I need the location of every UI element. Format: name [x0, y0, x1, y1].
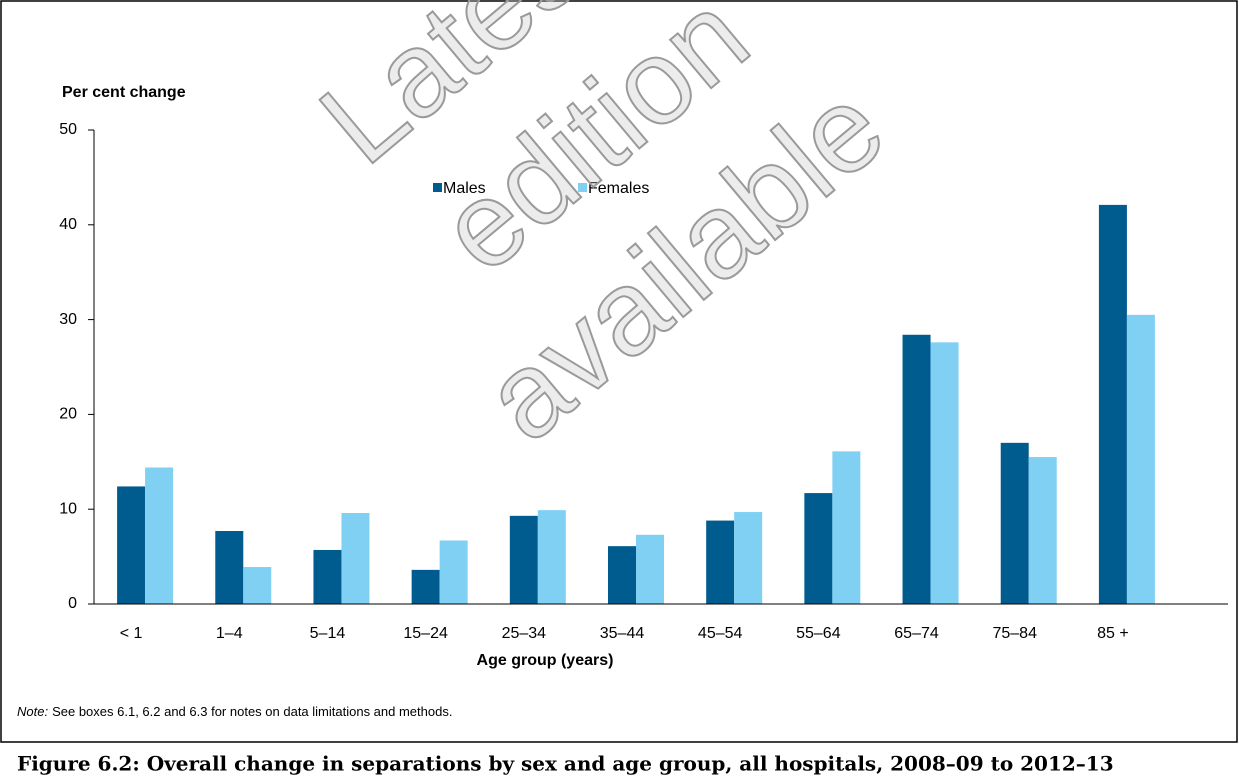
bar [145, 467, 174, 604]
bar [537, 510, 566, 604]
x-tick-label: < 1 [120, 625, 143, 642]
y-tick-label: 40 [59, 216, 77, 233]
bar [509, 515, 538, 604]
x-tick-label: 35–44 [600, 625, 645, 642]
y-axis-title: Per cent change [62, 84, 186, 101]
bar [215, 531, 244, 604]
x-tick-label: 5–14 [310, 625, 346, 642]
legend-swatch [578, 183, 587, 192]
legend-swatch [433, 183, 442, 192]
y-tick-label: 10 [59, 500, 77, 517]
x-axis-title: Age group (years) [477, 652, 614, 669]
x-tick-label: 75–84 [992, 625, 1037, 642]
bar [832, 451, 861, 604]
x-tick-label: 65–74 [894, 625, 939, 642]
bar [341, 512, 370, 604]
x-tick-label: 85 + [1097, 625, 1129, 642]
x-tick-label: 25–34 [502, 625, 547, 642]
x-tick-label: 1–4 [216, 625, 243, 642]
bar [706, 520, 735, 604]
x-tick-label: 45–54 [698, 625, 743, 642]
bar [902, 334, 931, 604]
bar [1098, 204, 1127, 604]
bar [1126, 314, 1155, 604]
bar [734, 512, 763, 604]
bar [636, 534, 664, 604]
bar [411, 569, 440, 604]
bar [930, 342, 959, 604]
frame [0, 0, 1238, 743]
y-tick-label: 0 [68, 595, 77, 612]
y-tick-label: 20 [59, 406, 77, 423]
note-label: Note: [17, 704, 48, 719]
legend-label: Males [443, 180, 486, 197]
x-tick-label: 15–24 [403, 625, 448, 642]
y-tick-label: 30 [59, 311, 77, 328]
bar [439, 540, 468, 604]
bar [608, 546, 636, 604]
bar [1028, 457, 1057, 604]
bar [117, 486, 146, 604]
x-tick-label: 55–64 [796, 625, 841, 642]
legend-label: Females [588, 180, 649, 197]
caption: Figure 6.2: Overall change in separation… [17, 752, 1114, 776]
y-tick-label: 50 [59, 121, 77, 138]
bar [313, 549, 342, 604]
note-text: See boxes 6.1, 6.2 and 6.3 for notes on … [52, 704, 452, 719]
bar [1000, 442, 1029, 604]
bar [243, 567, 272, 604]
note: Note: See boxes 6.1, 6.2 and 6.3 for note… [17, 704, 452, 719]
bar [804, 493, 833, 604]
